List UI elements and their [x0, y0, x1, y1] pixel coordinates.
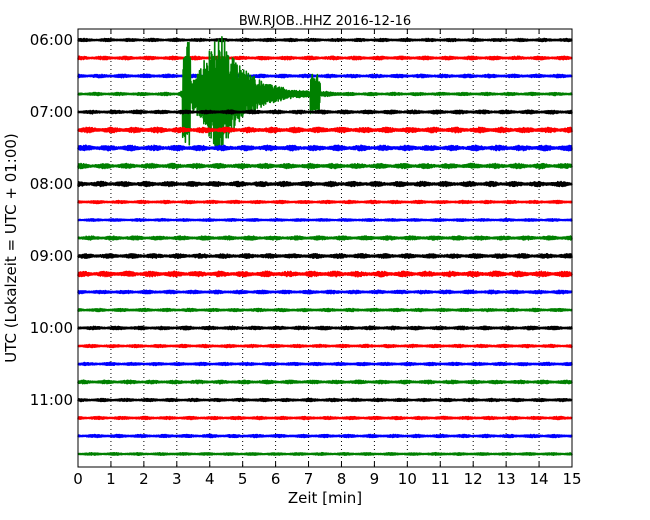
trace-0615	[77, 55, 573, 61]
x-tick-label: 5	[238, 470, 248, 488]
x-tick-label: 4	[205, 470, 215, 488]
trace-0630	[77, 73, 573, 79]
trace-0900	[77, 253, 573, 260]
trace-0730	[77, 144, 573, 152]
traces	[77, 36, 573, 456]
trace-1045	[77, 379, 573, 385]
trace-1015	[77, 343, 573, 349]
y-axis: 06:00 07:00 08:00 09:00 10:00 11:00	[30, 31, 572, 409]
x-tick-label: 1	[106, 470, 116, 488]
x-tick-label: 9	[370, 470, 380, 488]
x-tick-label: 12	[464, 470, 483, 488]
trace-0830	[77, 217, 573, 222]
trace-0930	[77, 289, 573, 295]
x-tick-label: 11	[431, 470, 450, 488]
x-tick-label: 8	[337, 470, 347, 488]
x-tick-label: 6	[271, 470, 281, 488]
trace-0745	[77, 162, 573, 170]
trace-1030	[77, 361, 573, 367]
x-tick-label: 7	[304, 470, 314, 488]
trace-1145	[77, 451, 573, 456]
y-tick-label: 07:00	[30, 103, 73, 121]
trace-1100	[77, 397, 573, 403]
trace-0915	[77, 270, 573, 278]
y-tick-label: 09:00	[30, 247, 73, 265]
y-tick-label: 11:00	[30, 391, 73, 409]
x-tick-label: 15	[562, 470, 581, 488]
x-tick-label: 14	[530, 470, 549, 488]
x-tick-label: 3	[172, 470, 182, 488]
x-tick-label: 0	[73, 470, 83, 488]
trace-0845	[77, 235, 573, 241]
plot-frame	[77, 28, 573, 468]
x-tick-label: 10	[398, 470, 417, 488]
trace-0645	[77, 36, 573, 151]
y-tick-label: 06:00	[30, 31, 73, 49]
trace-0600	[77, 37, 573, 43]
x-axis-label: Zeit [min]	[288, 489, 362, 507]
y-tick-label: 10:00	[30, 319, 73, 337]
y-tick-label: 08:00	[30, 175, 73, 193]
x-tick-label: 2	[139, 470, 149, 488]
trace-0815	[77, 199, 573, 205]
trace-1000	[77, 325, 573, 331]
x-axis: 0 1 2 3 4 5 6 7 8 9 10 11 12 13 14 15	[73, 29, 582, 488]
trace-1115	[77, 415, 573, 421]
chart-title: BW.RJOB..HHZ 2016-12-16	[239, 14, 411, 29]
trace-0700	[77, 109, 573, 115]
y-axis-label: UTC (Lokalzeit = UTC + 01:00)	[2, 133, 20, 363]
trace-0715	[77, 126, 573, 134]
trace-0945	[77, 307, 573, 313]
x-tick-label: 13	[497, 470, 516, 488]
trace-0800	[77, 180, 573, 188]
trace-1130	[77, 433, 573, 439]
